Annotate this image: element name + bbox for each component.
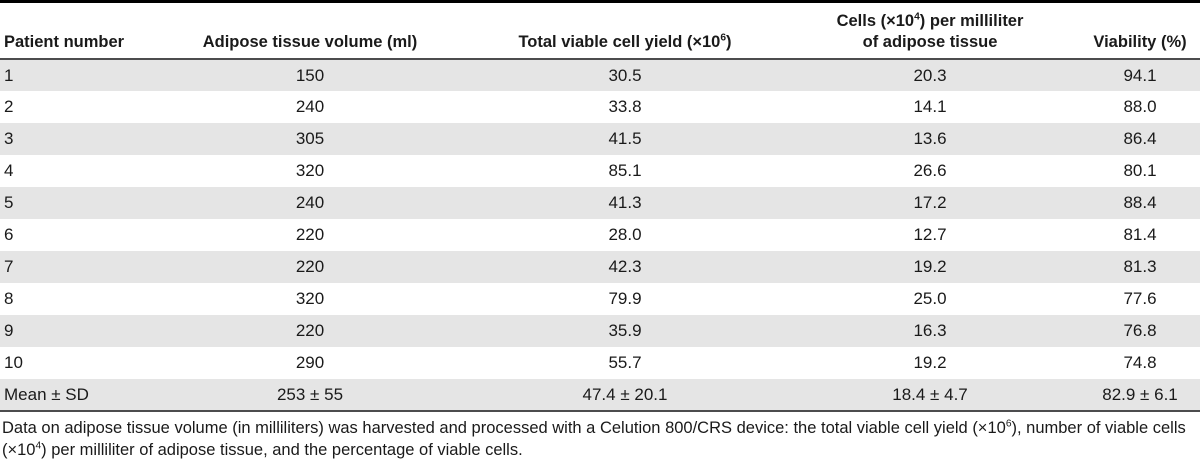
patient-number-cell: 4 [4, 161, 14, 181]
patient-number-cell: 1 [4, 65, 14, 85]
adipose-volume-cell: 305 [295, 129, 325, 149]
header-row: Patient number Adipose tissue volume (ml… [0, 2, 1200, 60]
adipose-volume-cell: 320 [295, 289, 325, 309]
table-row: 1 150 30.5 20.3 94.1 [0, 59, 1200, 92]
col-header-cell-yield: Total viable cell yield (×106) [518, 32, 732, 51]
viability-cell: 88.4 [1123, 193, 1157, 213]
cells-per-ml-cell: 14.1 [913, 97, 947, 117]
cells-per-ml-mean-cell: 18.4 ± 4.7 [892, 384, 968, 404]
viability-cell: 86.4 [1123, 129, 1157, 149]
adipose-volume-cell: 240 [295, 97, 325, 117]
patient-number-cell: 9 [4, 321, 14, 341]
cells-per-ml-cell: 26.6 [913, 161, 947, 181]
adipose-volume-cell: 290 [295, 353, 325, 373]
cell-yield-cell: 55.7 [608, 353, 642, 373]
adipose-volume-cell: 240 [295, 193, 325, 213]
cells-per-ml-cell: 12.7 [913, 225, 947, 245]
viability-cell: 74.8 [1123, 353, 1157, 373]
cell-yield-cell: 30.5 [608, 65, 642, 85]
viability-cell: 77.6 [1123, 289, 1157, 309]
table-body: 1 150 30.5 20.3 94.1 2 240 33.8 14.1 88.… [0, 59, 1200, 412]
table-row: 4 320 85.1 26.6 80.1 [0, 155, 1200, 187]
adipose-volume-cell: 220 [295, 257, 325, 277]
table-row: 9 220 35.9 16.3 76.8 [0, 315, 1200, 348]
table-row: 6 220 28.0 12.7 81.4 [0, 219, 1200, 251]
patient-number-cell: 6 [4, 225, 14, 245]
cells-per-ml-cell: 13.6 [913, 129, 947, 149]
col-header-cells-per-ml: Cells (×104) per milliliter of adipose ti… [836, 11, 1024, 51]
patient-number-cell: 2 [4, 97, 14, 117]
table-row-mean: Mean ± SD 253 ± 55 47.4 ± 20.1 18.4 ± 4.… [0, 379, 1200, 412]
cell-yield-cell: 42.3 [608, 257, 642, 277]
viability-cell: 80.1 [1123, 161, 1157, 181]
cell-yield-cell: 79.9 [608, 289, 642, 309]
adipose-volume-cell: 150 [295, 65, 325, 85]
patient-number-cell: 10 [4, 353, 23, 373]
cell-yield-cell: 41.3 [608, 193, 642, 213]
cell-yield-cell: 33.8 [608, 97, 642, 117]
col-header-viability: Viability (%) [1093, 32, 1187, 51]
cells-per-ml-cell: 17.2 [913, 193, 947, 213]
patient-number-cell: 3 [4, 129, 14, 149]
adipose-volume-cell: 320 [295, 161, 325, 181]
table-row: 5 240 41.3 17.2 88.4 [0, 187, 1200, 220]
viability-cell: 88.0 [1123, 97, 1157, 117]
viability-cell: 76.8 [1123, 321, 1157, 341]
cells-per-ml-cell: 19.2 [913, 353, 947, 373]
patient-data-table: Patient number Adipose tissue volume (ml… [0, 0, 1200, 412]
cells-per-ml-cell: 25.0 [913, 289, 947, 309]
adipose-volume-cell: 220 [295, 321, 325, 341]
table-row: 7 220 42.3 19.2 81.3 [0, 251, 1200, 284]
cells-per-ml-cell: 19.2 [913, 257, 947, 277]
cell-yield-cell: 35.9 [608, 321, 642, 341]
cell-yield-cell: 28.0 [608, 225, 642, 245]
col-header-patient-number: Patient number [4, 32, 125, 51]
viability-cell: 81.4 [1123, 225, 1157, 245]
table-row: 10 290 55.7 19.2 74.8 [0, 347, 1200, 379]
table-row: 3 305 41.5 13.6 86.4 [0, 123, 1200, 156]
table-row: 8 320 79.9 25.0 77.6 [0, 283, 1200, 315]
patient-number-cell: 5 [4, 193, 14, 213]
cells-per-ml-cell: 20.3 [913, 65, 947, 85]
patient-number-cell: 7 [4, 257, 14, 277]
viability-mean-cell: 82.9 ± 6.1 [1102, 384, 1178, 404]
mean-label-cell: Mean ± SD [4, 384, 89, 404]
adipose-volume-mean-cell: 253 ± 55 [276, 384, 344, 404]
table-row: 2 240 33.8 14.1 88.0 [0, 91, 1200, 123]
adipose-volume-cell: 220 [295, 225, 325, 245]
viability-cell: 81.3 [1123, 257, 1157, 277]
patient-number-cell: 8 [4, 289, 14, 309]
cell-yield-cell: 41.5 [608, 129, 642, 149]
cell-yield-mean-cell: 47.4 ± 20.1 [582, 384, 668, 404]
cell-yield-cell: 85.1 [608, 161, 642, 181]
table-footnote: Data on adipose tissue volume (in millil… [2, 418, 1186, 460]
table-header: Patient number Adipose tissue volume (ml… [0, 2, 1200, 60]
cells-per-ml-cell: 16.3 [913, 321, 947, 341]
viability-cell: 94.1 [1123, 65, 1157, 85]
col-header-adipose-volume: Adipose tissue volume (ml) [202, 32, 418, 51]
